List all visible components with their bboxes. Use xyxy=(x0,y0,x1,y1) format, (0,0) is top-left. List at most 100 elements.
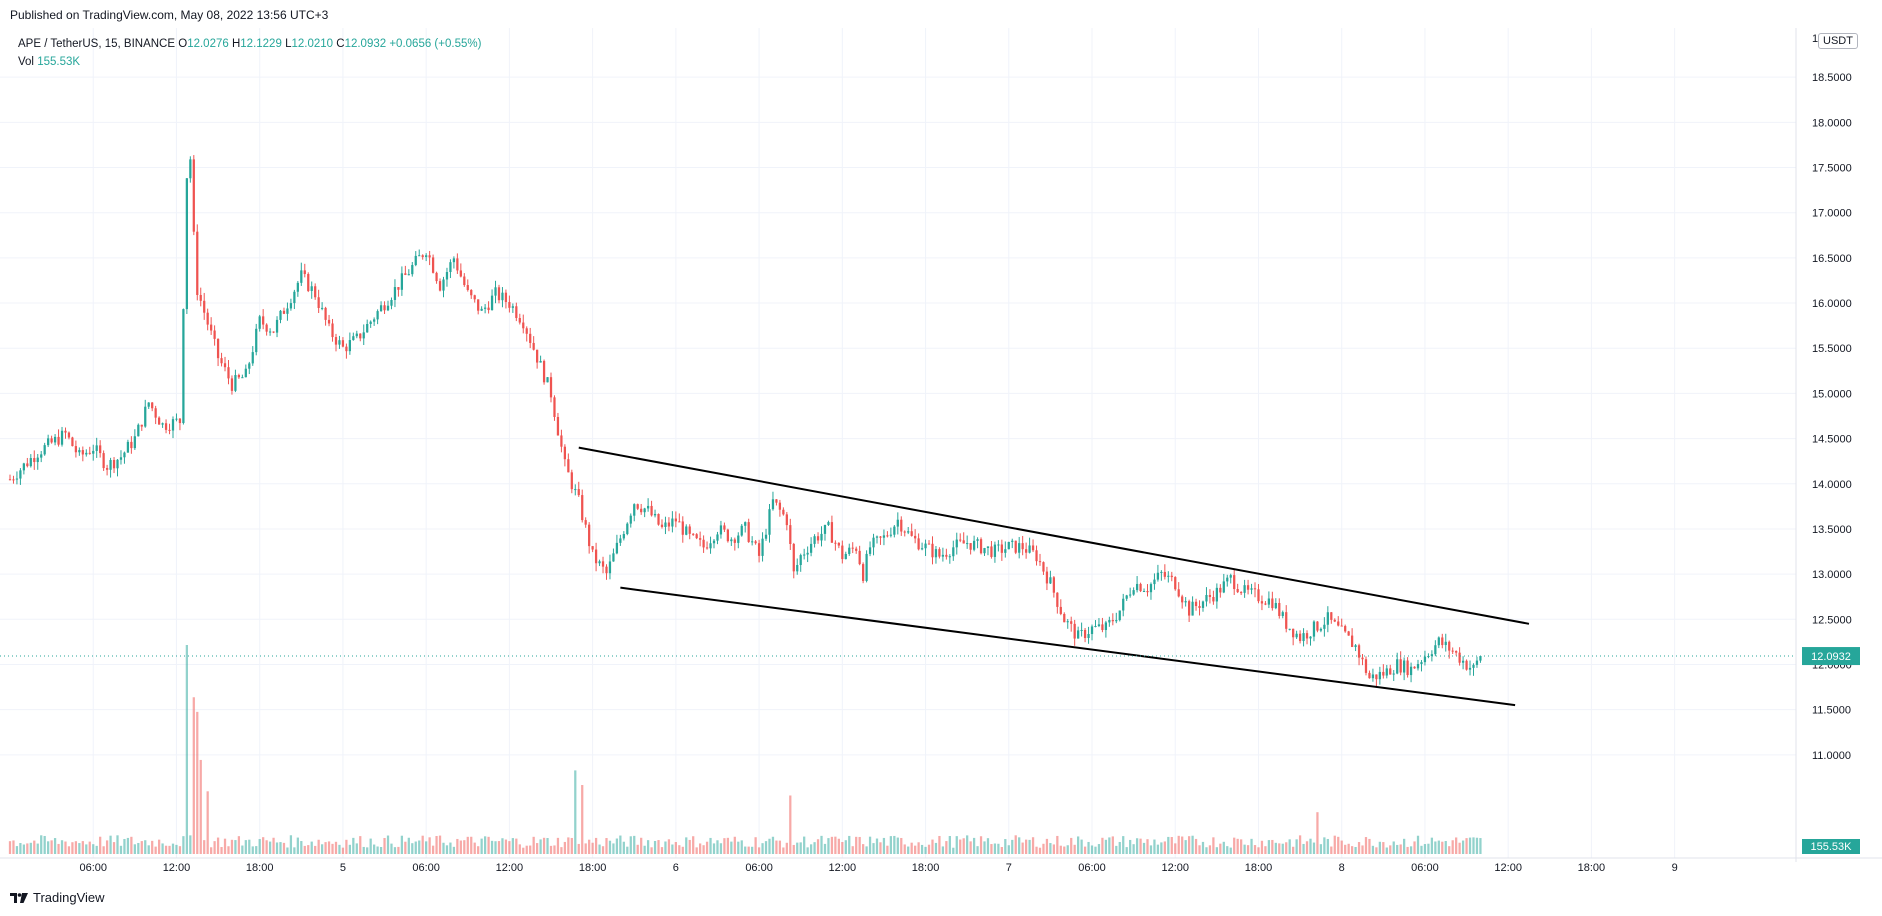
candle-down xyxy=(1340,625,1343,627)
candle-down xyxy=(1208,594,1212,597)
volume-bar xyxy=(1413,841,1416,854)
volume-bar xyxy=(497,841,501,854)
candle-down xyxy=(1000,544,1003,553)
candle-up xyxy=(480,308,483,311)
volume-bar xyxy=(248,839,251,854)
candle-up xyxy=(1115,620,1118,622)
candle-up xyxy=(60,430,64,445)
candle-up xyxy=(445,272,449,280)
candle-down xyxy=(1337,621,1340,626)
volume-bar xyxy=(234,840,237,854)
volume-bar xyxy=(310,841,313,854)
candle-up xyxy=(511,306,514,308)
volume-bar xyxy=(345,839,348,854)
volume-bar xyxy=(1285,842,1288,854)
candle-down xyxy=(213,330,216,339)
tradingview-brand[interactable]: TradingView xyxy=(10,890,105,905)
volume-bar xyxy=(88,841,91,854)
candle-up xyxy=(1229,575,1232,578)
volume-bar xyxy=(605,838,608,854)
candle-up xyxy=(268,331,272,333)
candle-down xyxy=(1181,596,1184,603)
volume-bar xyxy=(1364,837,1368,854)
volume-bar xyxy=(1205,847,1208,854)
candle-down xyxy=(438,281,442,291)
time-tick-label: 18:00 xyxy=(1245,862,1273,874)
candle-up xyxy=(286,308,289,314)
volume-bar xyxy=(1475,837,1479,854)
volume-bar xyxy=(414,841,417,854)
volume-bar xyxy=(1115,845,1118,854)
volume-bar xyxy=(979,836,983,854)
volume-bar xyxy=(702,845,705,854)
candle-down xyxy=(1139,583,1142,592)
candle-down xyxy=(1465,660,1468,670)
candle-up xyxy=(147,402,150,407)
candle-down xyxy=(1364,659,1368,673)
volume-bar xyxy=(1059,845,1062,854)
candle-up xyxy=(310,286,313,291)
volume-bar xyxy=(1170,837,1173,854)
candle-up xyxy=(1077,630,1080,639)
candle-down xyxy=(1298,633,1302,642)
volume-bar xyxy=(1330,846,1333,854)
volume-bar xyxy=(314,845,317,854)
volume-bar xyxy=(598,844,601,854)
price-tick-label-top: 1 xyxy=(1812,33,1818,45)
volume-bar xyxy=(223,838,227,854)
volume-bar xyxy=(744,846,747,854)
volume-bar xyxy=(1458,842,1461,854)
volume-bar xyxy=(563,841,567,854)
volume-bar xyxy=(1000,846,1003,854)
candle-down xyxy=(1045,571,1049,584)
candle-up xyxy=(872,537,875,548)
volume-bar xyxy=(1305,841,1309,854)
volume-bar xyxy=(216,837,220,854)
candle-down xyxy=(515,306,518,318)
candle-up xyxy=(1135,583,1139,591)
candle-down xyxy=(834,542,837,544)
candle-up xyxy=(889,534,892,536)
volume-bar xyxy=(74,841,78,854)
volume-label: Vol xyxy=(18,56,34,68)
candle-up xyxy=(85,452,88,455)
candle-up xyxy=(730,539,733,542)
candle-up xyxy=(955,539,958,548)
volume-bar xyxy=(237,836,241,854)
candle-up xyxy=(1437,637,1440,646)
volume-bar xyxy=(19,843,22,854)
volume-bar xyxy=(43,835,46,854)
volume-bar xyxy=(792,844,795,854)
volume-bar xyxy=(383,837,386,854)
trendlines[interactable] xyxy=(578,446,1530,707)
volume-bar xyxy=(803,836,806,854)
volume-bar xyxy=(1090,845,1094,854)
candle-down xyxy=(404,273,407,275)
volume-bar xyxy=(348,844,351,854)
candle-up xyxy=(712,540,716,544)
brand-name: TradingView xyxy=(33,890,105,905)
time-tick-label: 8 xyxy=(1339,862,1345,874)
candle-up xyxy=(1423,656,1427,663)
volume-bar xyxy=(1326,838,1329,854)
volume-bar xyxy=(1163,841,1166,854)
candle-up xyxy=(348,340,351,352)
candle-down xyxy=(931,543,934,558)
volume-bar xyxy=(695,847,698,854)
open-label: O xyxy=(178,38,188,50)
currency-button[interactable]: USDT xyxy=(1818,33,1858,49)
symbol-title[interactable]: APE / TetherUS, 15, BINANCE xyxy=(18,38,176,50)
volume-bar xyxy=(588,839,591,854)
volume-bar xyxy=(1156,844,1160,854)
candle-down xyxy=(705,547,709,549)
candle-up xyxy=(1475,660,1479,665)
candle-up xyxy=(806,552,809,555)
volume-bar xyxy=(282,842,286,854)
volume-bar xyxy=(137,842,140,854)
volume-bar xyxy=(1354,847,1357,854)
candle-down xyxy=(979,539,983,554)
candle-down xyxy=(1236,589,1239,593)
price-candles xyxy=(8,155,1482,686)
volume-bar xyxy=(67,846,71,854)
